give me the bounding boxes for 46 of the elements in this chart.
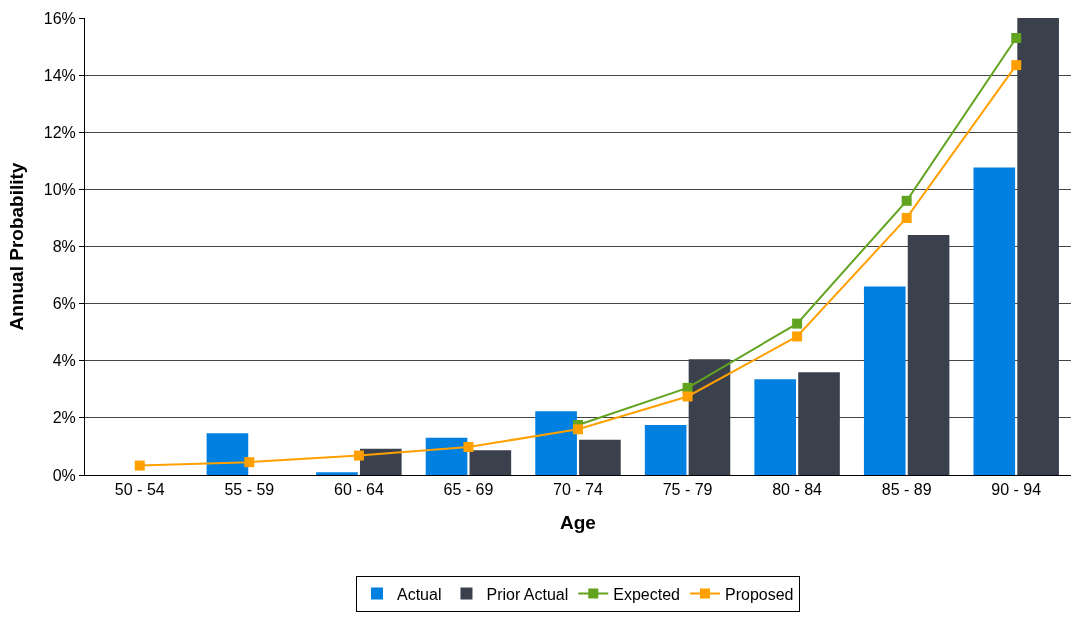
point [134,460,145,471]
y-tick-label: 4% [52,352,76,370]
x-axis-title: Age [560,512,596,533]
x-tick-label: 55 - 59 [224,481,275,499]
x-tick-label: 75 - 79 [662,481,713,499]
y-tick-label: 16% [43,9,76,27]
legend-label: Proposed [725,585,794,603]
point [573,424,583,435]
point [244,457,255,468]
y-tick-label: 8% [52,238,76,256]
legend-label: Actual [397,585,442,603]
bar [316,472,358,475]
point [353,450,364,461]
x-tick-label: 90 - 94 [991,481,1042,499]
x-tick-label: 70 - 74 [553,481,604,499]
point [1011,60,1022,71]
x-tick-label: 80 - 84 [772,481,823,499]
legend-label: Prior Actual [486,585,569,603]
legend-label: Expected [613,585,680,603]
bar [644,425,687,475]
bar [469,450,512,475]
bar [973,167,1016,475]
point [792,331,803,342]
point [463,442,474,453]
y-tick-label: 6% [52,295,76,313]
bar [754,379,797,475]
x-tick-label: 50 - 54 [114,481,165,499]
bar [579,439,621,475]
x-tick-label: 65 - 69 [443,481,494,499]
x-tick-label: 60 - 64 [333,481,384,499]
point [901,195,912,206]
bar [206,433,249,475]
y-tick-label: 0% [52,466,76,484]
point [682,391,693,402]
y-tick-label: 14% [43,66,76,84]
y-tick-label: 12% [43,123,76,141]
point [792,318,803,329]
bar [863,286,906,475]
point [1011,32,1022,43]
y-tick-label: 10% [43,180,76,198]
y-axis-title: Annual Probability [5,162,27,331]
bar [425,437,468,475]
point [901,212,912,223]
x-tick-label: 85 - 89 [881,481,932,499]
bar [535,411,577,475]
y-tick-label: 2% [52,409,76,427]
